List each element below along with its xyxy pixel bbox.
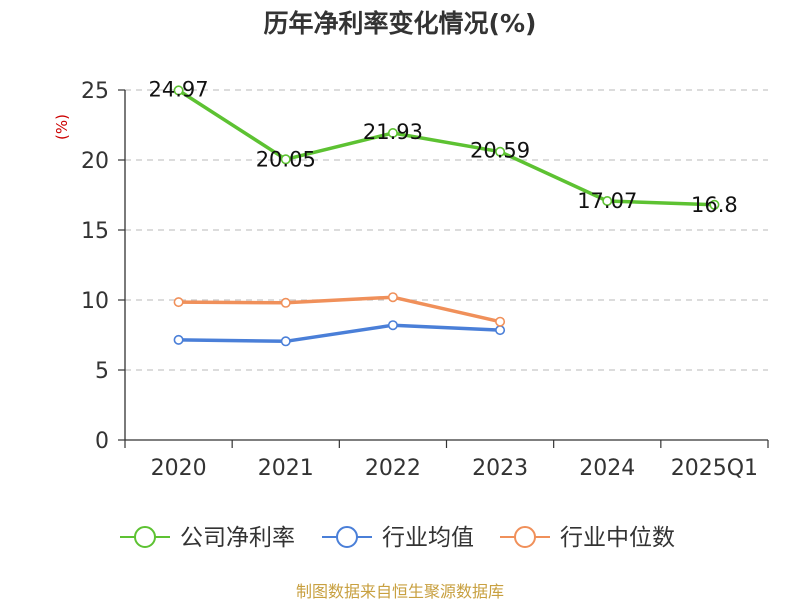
data-label: 24.97 [149, 77, 209, 101]
data-point [495, 316, 506, 327]
y-tick-label: 5 [95, 359, 109, 384]
series-line-0 [176, 88, 717, 207]
data-point [173, 85, 184, 96]
axes: 0 5 10 15 20 25 (%) 2020 2021 2022 2023 2024 2025Q1 [53, 79, 769, 481]
grid-lines [125, 89, 768, 371]
data-point [280, 336, 291, 347]
x-tick-label: 2021 [258, 456, 314, 481]
legend: 公司净利率 行业均值 行业中位数 [120, 525, 675, 551]
data-point [387, 292, 398, 303]
legend-marker-1 [336, 526, 358, 548]
data-point [709, 199, 720, 210]
data-labels: 24.97 20.05 21.93 20.59 17.07 16.8 [149, 77, 738, 216]
data-label: 21.93 [363, 120, 423, 144]
data-point [387, 320, 398, 331]
legend-marker-2 [514, 526, 536, 548]
y-tick-label: 20 [81, 149, 109, 174]
series-lines [173, 85, 720, 347]
y-axis-label: (%) [53, 114, 71, 140]
source-note: 制图数据来自恒生聚源数据库 [295, 582, 504, 601]
data-point [173, 334, 184, 345]
series-line-2 [176, 295, 502, 324]
data-point [280, 154, 291, 165]
data-label: 17.07 [577, 189, 637, 213]
data-point [387, 127, 398, 138]
data-label: 20.59 [470, 139, 530, 163]
legend-marker-0 [134, 526, 156, 548]
x-tick-label: 2024 [579, 456, 635, 481]
data-label: 16.8 [691, 193, 738, 217]
y-tick-label: 25 [81, 79, 109, 104]
x-tick-label: 2025Q1 [671, 456, 758, 481]
data-point [495, 146, 506, 157]
data-point [173, 297, 184, 308]
data-label: 20.05 [256, 147, 316, 171]
data-point [602, 196, 613, 207]
series-line-1 [176, 323, 502, 344]
y-tick-label: 15 [81, 219, 109, 244]
y-tick-label: 0 [95, 429, 109, 454]
data-point [495, 325, 506, 336]
legend-label-2: 行业中位数 [560, 525, 675, 551]
legend-label-0: 公司净利率 [180, 525, 295, 551]
x-tick-label: 2020 [151, 456, 207, 481]
x-tick-label: 2022 [365, 456, 421, 481]
legend-label-1: 行业均值 [382, 525, 474, 551]
y-tick-label: 10 [81, 289, 109, 314]
x-tick-label: 2023 [472, 456, 528, 481]
data-point [280, 297, 291, 308]
chart-title: 历年净利率变化情况(%) [263, 9, 537, 38]
